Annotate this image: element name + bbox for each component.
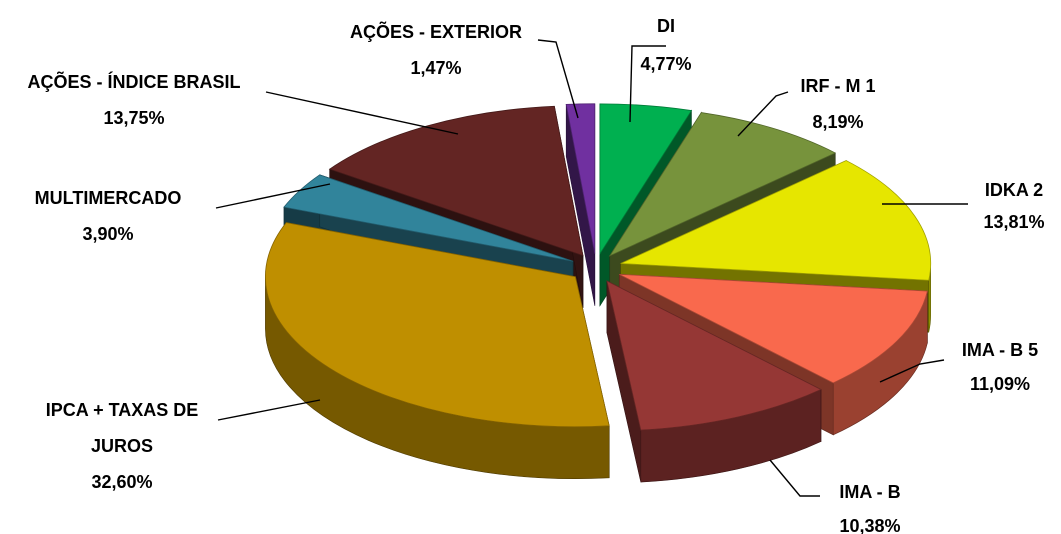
slice-4 [619, 273, 928, 384]
slice-value-6: 32,60% [91, 472, 152, 492]
slice-3 [620, 160, 931, 281]
slice-value-3: 13,81% [983, 212, 1044, 232]
leader-line-8 [265, 91, 459, 135]
leader-line-1 [629, 45, 666, 123]
slice-value-9: 1,47% [410, 58, 461, 78]
slice-label-9: AÇÕES - EXTERIOR [350, 21, 522, 42]
slice-value-2: 8,19% [812, 112, 863, 132]
slice-value-1: 4,77% [640, 54, 691, 74]
slice-label-8: AÇÕES - ÍNDICE BRASIL [27, 71, 240, 92]
slice-label-2: IRF - M 1 [801, 76, 876, 96]
slice-1 [599, 103, 693, 256]
slice-label-1: DI [657, 16, 675, 36]
leader-line-5 [769, 459, 820, 497]
slice-value-7: 3,90% [82, 224, 133, 244]
slice-label-5: IMA - B [839, 482, 900, 502]
slice-value-4: 11,09% [970, 374, 1030, 394]
leader-line-6 [217, 399, 321, 421]
leader-line-9 [537, 39, 579, 119]
slice-label-7: MULTIMERCADO [35, 188, 182, 208]
slice-8 [328, 105, 584, 257]
slice-value-5: 10,38% [839, 516, 900, 534]
slice-label-4: IMA - B 5 [962, 340, 1038, 360]
slice-2 [608, 112, 837, 257]
leader-line-7 [215, 183, 331, 209]
slice-6 [264, 222, 610, 428]
slice-value-8: 13,75% [103, 108, 164, 128]
slice-label-6-line-2: JUROS [91, 436, 153, 456]
slice-label-6-line-1: IPCA + TAXAS DE [46, 400, 199, 420]
leader-line-4 [879, 359, 945, 383]
leader-line-2 [737, 91, 789, 137]
slice-label-3: IDKA 2 [985, 180, 1043, 200]
slice-9 [565, 103, 596, 254]
slice-5 [606, 280, 822, 431]
